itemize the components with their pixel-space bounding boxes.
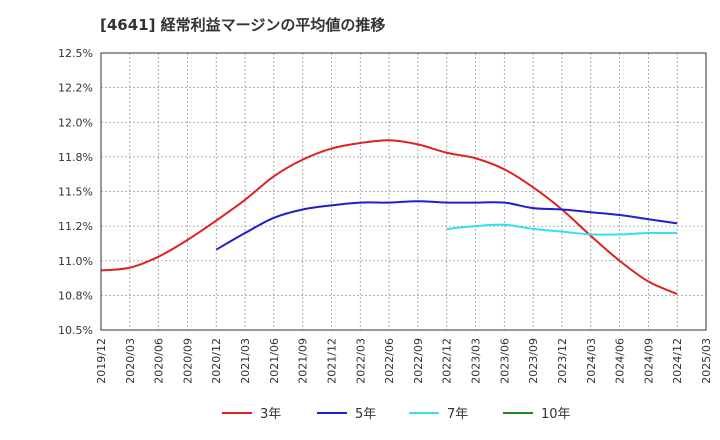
plot-frame	[100, 52, 707, 331]
x-tick-label: 2020/09	[181, 338, 194, 384]
x-tick-label: 2022/09	[412, 338, 425, 384]
x-tick-label: 2023/12	[556, 338, 569, 384]
y-tick-label: 11.2%	[58, 220, 93, 233]
series-line-1	[100, 139, 678, 295]
x-tick-label: 2019/12	[95, 338, 108, 384]
legend: 3年 5年 7年 10年	[222, 407, 571, 422]
x-axis-ticks: 2019/12 2020/03 2020/06 2020/09 2020/12 2021/…	[95, 338, 713, 384]
x-tick-label: 2022/06	[383, 338, 396, 384]
y-axis-ticks: 10.5% 10.8% 11.0% 11.2% 11.5% 11.8% 12.0% 12.2%…	[58, 47, 93, 337]
y-tick-label: 10.8%	[58, 289, 93, 302]
legend-item: 7年	[409, 407, 468, 422]
y-tick-label: 11.0%	[58, 255, 93, 268]
x-tick-label: 2021/09	[297, 338, 310, 384]
y-tick-label: 11.5%	[58, 186, 93, 199]
x-tick-label: 2024/09	[642, 338, 655, 384]
x-tick-label: 2020/12	[210, 338, 223, 384]
x-tick-label: 2023/09	[527, 338, 540, 384]
legend-item: 10年	[503, 407, 571, 422]
legend-item: 3年	[222, 407, 281, 422]
legend-label: 7年	[447, 407, 468, 422]
series-line-3	[446, 223, 678, 236]
grid	[100, 52, 707, 331]
legend-item: 5年	[317, 407, 376, 422]
legend-label: 10年	[541, 407, 571, 422]
chart-title: [4641] 経常利益マージンの平均値の推移	[100, 16, 386, 34]
y-tick-label: 12.0%	[58, 116, 93, 129]
x-tick-label: 2020/03	[124, 338, 137, 384]
legend-label: 3年	[260, 407, 281, 422]
x-tick-label: 2024/12	[671, 338, 684, 384]
x-tick-label: 2025/03	[700, 338, 713, 384]
x-tick-label: 2023/03	[470, 338, 483, 384]
x-tick-label: 2022/12	[441, 338, 454, 384]
y-tick-label: 12.2%	[58, 82, 93, 95]
x-tick-label: 2022/03	[354, 338, 367, 384]
x-tick-label: 2024/03	[585, 338, 598, 384]
x-tick-label: 2021/06	[268, 338, 281, 384]
y-tick-label: 10.5%	[58, 324, 93, 337]
y-tick-label: 12.5%	[58, 47, 93, 60]
x-tick-label: 2024/06	[614, 338, 627, 384]
series-lines	[100, 139, 678, 295]
series-line-2	[215, 200, 678, 251]
x-tick-label: 2023/06	[498, 338, 511, 384]
x-tick-label: 2021/12	[325, 338, 338, 384]
y-tick-label: 11.8%	[58, 151, 93, 164]
x-tick-label: 2020/06	[153, 338, 166, 384]
legend-label: 5年	[355, 407, 376, 422]
x-tick-label: 2021/03	[239, 338, 252, 384]
